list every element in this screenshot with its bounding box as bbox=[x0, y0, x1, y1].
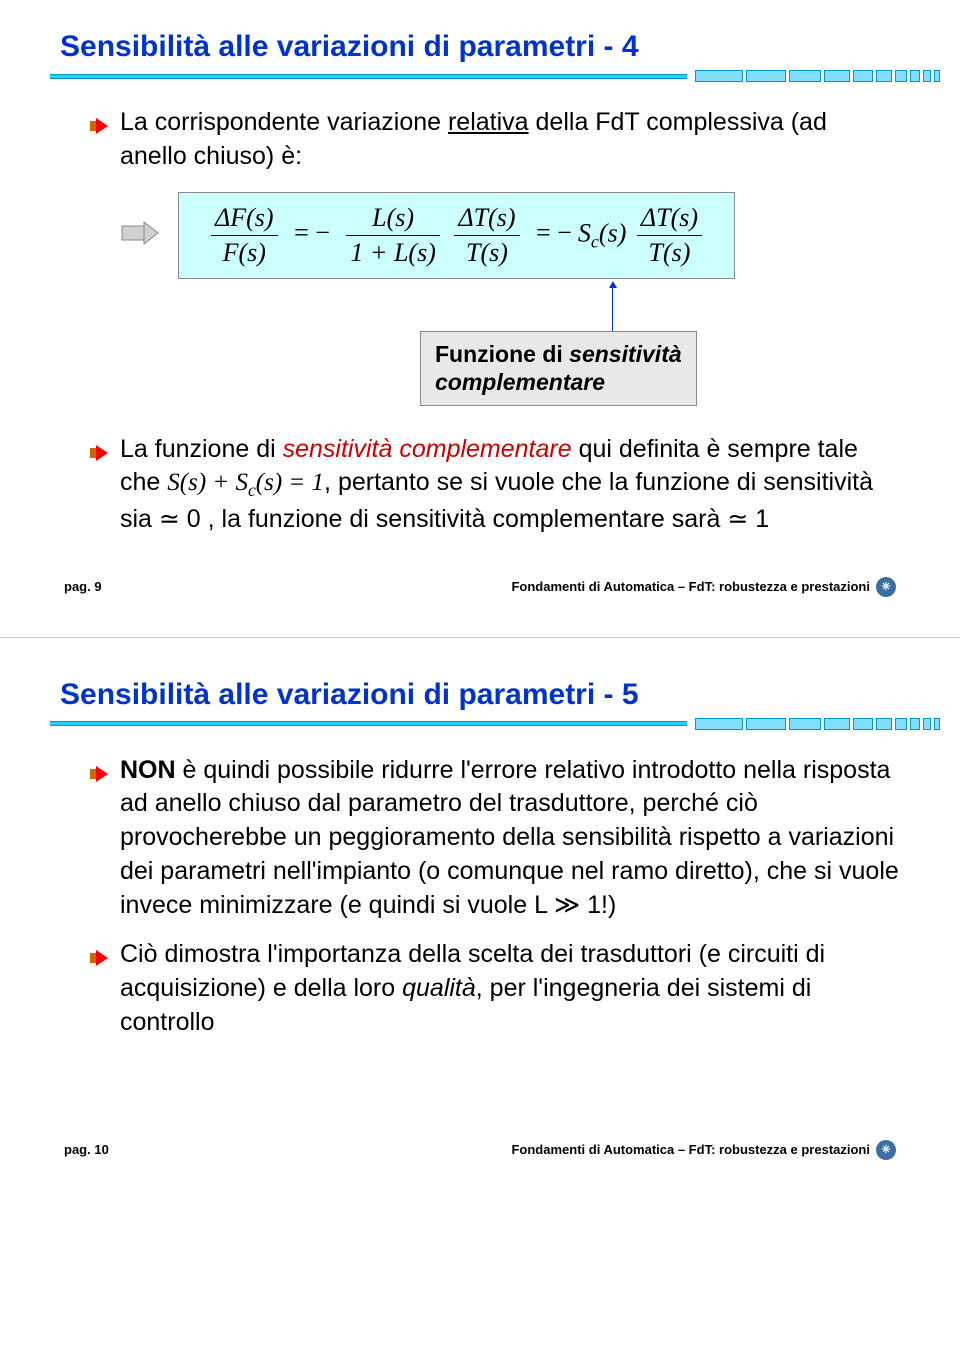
bullet-item-1: NON è quindi possibile ridurre l'errore … bbox=[90, 754, 900, 923]
math-num: L(s) bbox=[346, 203, 439, 236]
math-sub: c bbox=[591, 231, 599, 251]
math-symbol: (s) bbox=[599, 218, 626, 247]
page-number: pag. 10 bbox=[64, 1142, 109, 1157]
footer-text: Fondamenti di Automatica – FdT: robustez… bbox=[511, 577, 896, 597]
bullet-arrow-icon bbox=[90, 760, 108, 923]
math-sub: c bbox=[248, 480, 256, 500]
bullet-item-2: La funzione di sensitività complementare… bbox=[90, 433, 900, 537]
annotation-text-italic: complementare bbox=[435, 369, 605, 395]
math-symbol: S bbox=[578, 218, 591, 247]
math-inline: (s) = 1 bbox=[256, 469, 324, 496]
text-italic: qualità bbox=[402, 974, 476, 1002]
slide-2: Sensibilità alle variazioni di parametri… bbox=[0, 648, 960, 1230]
annotation-text-italic: sensitività bbox=[569, 341, 682, 367]
annotation-region: Funzione di sensitività complementare bbox=[60, 297, 900, 417]
bullet-text: Ciò dimostra l'importanza della scelta d… bbox=[120, 938, 900, 1039]
footer-logo-icon: ✳ bbox=[876, 1140, 896, 1160]
bullet-arrow-icon bbox=[90, 112, 108, 174]
math-num: ΔT(s) bbox=[637, 203, 702, 236]
title-decoration bbox=[50, 70, 940, 82]
slide-title: Sensibilità alle variazioni di parametri… bbox=[60, 678, 900, 712]
formula-box: ΔF(s)F(s) = − L(s)1 + L(s) ΔT(s)T(s) = −… bbox=[178, 192, 735, 279]
bullet-item-1: La corrispondente variazione relativa de… bbox=[90, 106, 900, 174]
math-den: T(s) bbox=[454, 236, 519, 268]
slide-divider bbox=[0, 637, 960, 638]
slide-title: Sensibilità alle variazioni di parametri… bbox=[60, 30, 900, 64]
text-red-italic: sensitività complementare bbox=[283, 435, 572, 463]
annotation-box: Funzione di sensitività complementare bbox=[420, 331, 697, 407]
annotation-text: Funzione di bbox=[435, 341, 569, 367]
math-inline: S(s) + S bbox=[167, 469, 248, 496]
footer-label: Fondamenti di Automatica – FdT: robustez… bbox=[511, 579, 870, 594]
slide-1: Sensibilità alle variazioni di parametri… bbox=[0, 0, 960, 627]
math-den: 1 + L(s) bbox=[346, 236, 439, 268]
math-num: ΔF(s) bbox=[211, 203, 278, 236]
bullet-text: NON è quindi possibile ridurre l'errore … bbox=[120, 754, 900, 923]
text-fragment: è quindi possibile ridurre l'errore rela… bbox=[120, 756, 899, 919]
footer-text: Fondamenti di Automatica – FdT: robustez… bbox=[511, 1140, 896, 1160]
footer-logo-icon: ✳ bbox=[876, 577, 896, 597]
bullet-text: La funzione di sensitività complementare… bbox=[120, 433, 900, 537]
text-bold: NON bbox=[120, 756, 176, 784]
math-den: F(s) bbox=[211, 236, 278, 268]
bullet-text: La corrispondente variazione relativa de… bbox=[120, 106, 900, 174]
footer-label: Fondamenti di Automatica – FdT: robustez… bbox=[511, 1142, 870, 1157]
math-den: T(s) bbox=[637, 236, 702, 268]
math-num: ΔT(s) bbox=[454, 203, 519, 236]
text-fragment: La funzione di bbox=[120, 435, 283, 463]
bullet-item-2: Ciò dimostra l'importanza della scelta d… bbox=[90, 938, 900, 1039]
slide-footer: pag. 9 Fondamenti di Automatica – FdT: r… bbox=[60, 577, 900, 597]
slide-footer: pag. 10 Fondamenti di Automatica – FdT: … bbox=[60, 1140, 900, 1160]
bullet-arrow-icon bbox=[90, 944, 108, 1039]
title-decoration bbox=[50, 718, 940, 730]
pointer-arrow-icon bbox=[120, 220, 160, 251]
page-number: pag. 9 bbox=[64, 579, 102, 594]
formula-row: ΔF(s)F(s) = − L(s)1 + L(s) ΔT(s)T(s) = −… bbox=[120, 192, 900, 279]
text-fragment: La corrispondente variazione bbox=[120, 108, 448, 136]
text-underline: relativa bbox=[448, 108, 529, 136]
bullet-arrow-icon bbox=[90, 439, 108, 537]
annotation-pointer-line bbox=[612, 287, 613, 331]
